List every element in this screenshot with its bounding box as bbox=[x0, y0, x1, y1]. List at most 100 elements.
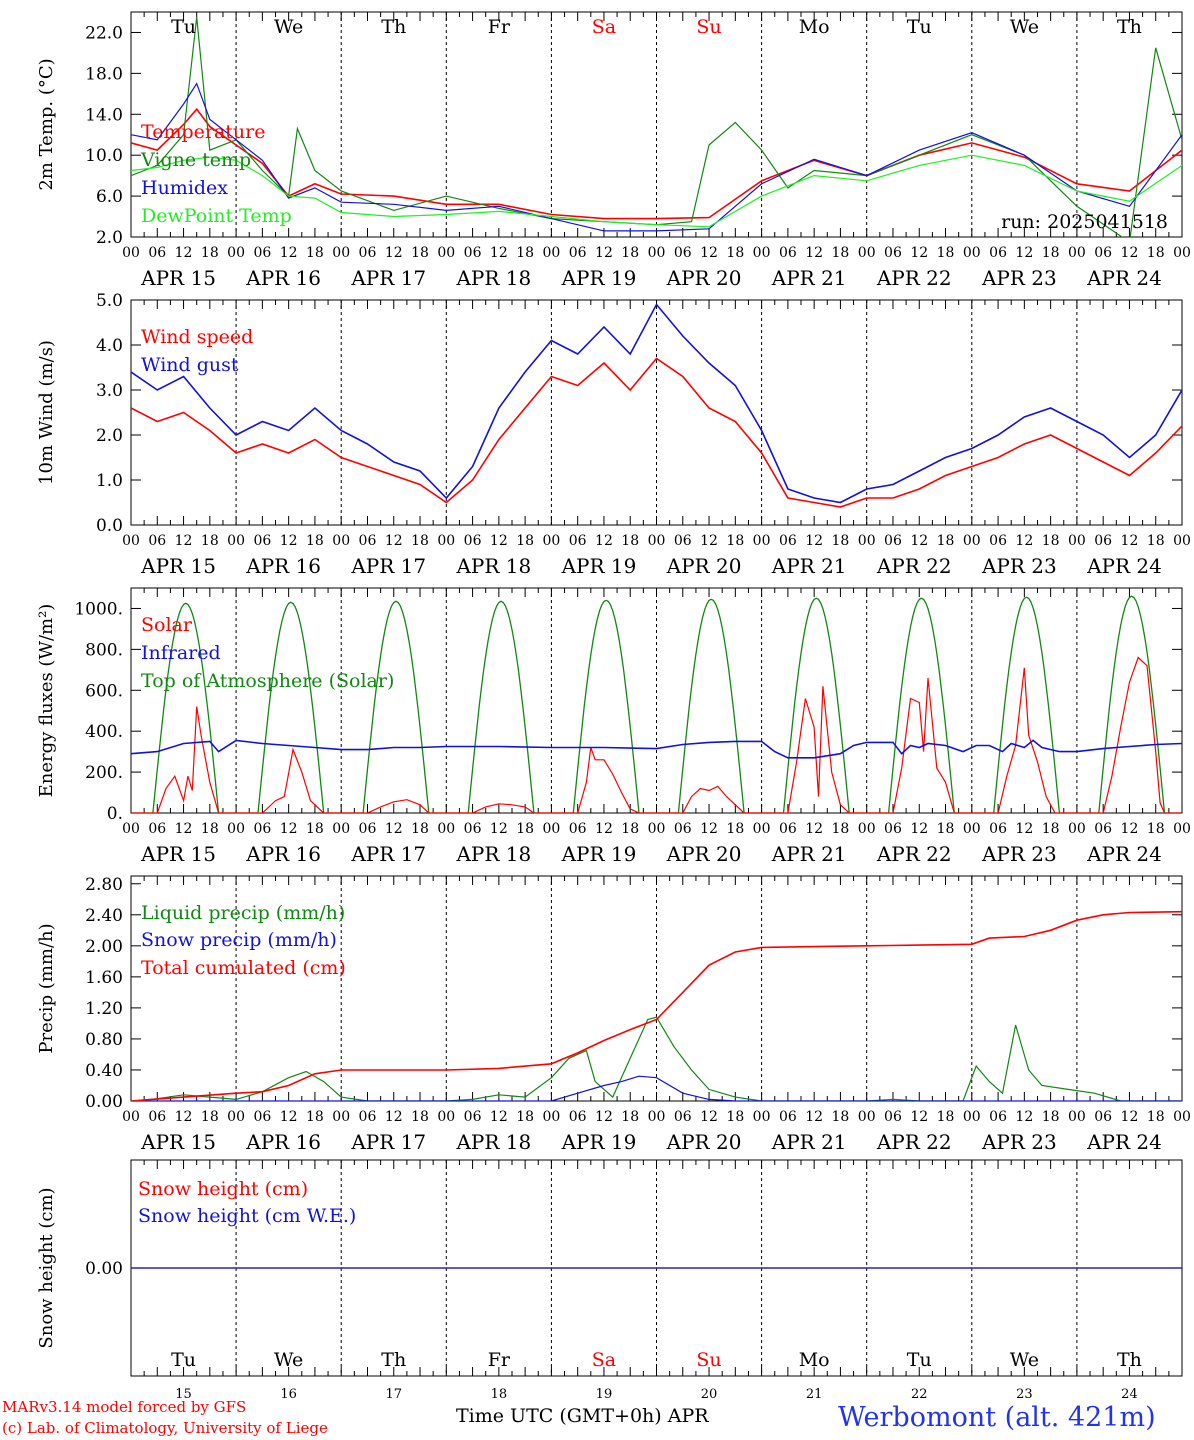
hour-tick-label: 00 bbox=[227, 821, 245, 837]
hour-tick-label: 00 bbox=[963, 245, 981, 261]
hour-tick-label: 00 bbox=[122, 533, 140, 549]
weekday-label: We bbox=[1010, 1349, 1039, 1371]
weekday-label: Th bbox=[381, 1349, 406, 1371]
y-tick-label: 14.0 bbox=[85, 105, 123, 125]
date-label: APR 24 bbox=[1086, 842, 1162, 866]
hour-tick-label: 12 bbox=[175, 533, 193, 549]
hour-tick-label: 06 bbox=[1094, 245, 1112, 261]
series-wind-speed bbox=[131, 357, 1182, 508]
series-vigne-temp bbox=[131, 17, 1182, 237]
hour-tick-label: 18 bbox=[832, 1109, 850, 1125]
hour-tick-label: 18 bbox=[306, 245, 324, 261]
hour-tick-label: 00 bbox=[1173, 821, 1191, 837]
hour-tick-label: 12 bbox=[595, 821, 613, 837]
legend-entry: Snow height (cm W.E.) bbox=[138, 1205, 356, 1227]
hour-tick-label: 18 bbox=[621, 533, 639, 549]
y-axis-label: Energy fluxes (W/m²) bbox=[36, 604, 57, 798]
hour-tick-label: 00 bbox=[963, 821, 981, 837]
hour-tick-label: 12 bbox=[1015, 533, 1033, 549]
series-wind-gust bbox=[131, 303, 1182, 504]
weekday-label: Mo bbox=[799, 16, 830, 38]
hour-tick-label: 12 bbox=[910, 245, 928, 261]
hour-tick-label: 00 bbox=[858, 1109, 876, 1125]
hour-tick-label: 18 bbox=[1042, 245, 1060, 261]
hour-tick-label: 12 bbox=[700, 533, 718, 549]
day-number-label: 23 bbox=[1016, 1387, 1033, 1402]
hour-tick-label: 12 bbox=[490, 245, 508, 261]
hour-tick-label: 00 bbox=[1173, 533, 1191, 549]
hour-tick-label: 00 bbox=[332, 533, 350, 549]
panel-precip: 0.00 0.40 0.80 1.20 1.60 2.00 2.40 2.80 Precip (… bbox=[36, 875, 1191, 1154]
legend-entry: Humidex bbox=[141, 177, 228, 199]
day-number-label: 19 bbox=[596, 1387, 613, 1402]
hour-tick-label: 06 bbox=[359, 1109, 377, 1125]
legend-entry: Top of Atmosphere (Solar) bbox=[141, 670, 394, 692]
series-group bbox=[131, 17, 1182, 237]
date-label: APR 15 bbox=[140, 554, 216, 578]
hour-tick-label: 12 bbox=[805, 821, 823, 837]
date-label: APR 22 bbox=[876, 842, 952, 866]
hour-tick-label: 06 bbox=[569, 821, 587, 837]
legend-entry: Liquid precip (mm/h) bbox=[141, 902, 345, 924]
hour-tick-label: 18 bbox=[306, 1109, 324, 1125]
hour-tick-label: 18 bbox=[516, 533, 534, 549]
hour-tick-label: 12 bbox=[595, 1109, 613, 1125]
hour-tick-label: 18 bbox=[937, 245, 955, 261]
hour-tick-label: 18 bbox=[1147, 533, 1165, 549]
hour-tick-label: 06 bbox=[569, 1109, 587, 1125]
hour-tick-label: 00 bbox=[122, 1109, 140, 1125]
hour-tick-label: 06 bbox=[464, 533, 482, 549]
date-label: APR 24 bbox=[1086, 1130, 1162, 1154]
hour-tick-label: 06 bbox=[569, 245, 587, 261]
y-tick-label: 10.0 bbox=[85, 146, 123, 166]
hour-tick-label: 12 bbox=[1121, 533, 1139, 549]
date-label: APR 15 bbox=[140, 842, 216, 866]
panel-frame bbox=[130, 11, 1183, 238]
date-label: APR 18 bbox=[455, 266, 531, 290]
hour-tick-label: 06 bbox=[884, 245, 902, 261]
hour-tick-label: 06 bbox=[359, 533, 377, 549]
date-label: APR 24 bbox=[1086, 266, 1162, 290]
hour-tick-label: 06 bbox=[989, 245, 1007, 261]
date-label: APR 23 bbox=[981, 554, 1057, 578]
x-axis-label: Time UTC (GMT+0h) APR bbox=[456, 1405, 709, 1427]
hour-tick-label: 00 bbox=[332, 1109, 350, 1125]
weekday-label: Fr bbox=[488, 16, 511, 38]
hour-tick-label: 00 bbox=[753, 821, 771, 837]
hour-tick-label: 18 bbox=[306, 821, 324, 837]
y-tick-label: 22.0 bbox=[85, 23, 123, 43]
y-tick-label: 1.20 bbox=[85, 999, 123, 1019]
hour-tick-label: 06 bbox=[148, 1109, 166, 1125]
hour-tick-label: 12 bbox=[280, 245, 298, 261]
hour-tick-label: 00 bbox=[542, 533, 560, 549]
y-tick-label: 2.0 bbox=[96, 426, 123, 446]
hour-tick-label: 12 bbox=[700, 245, 718, 261]
date-label: APR 17 bbox=[350, 266, 426, 290]
hour-tick-label: 06 bbox=[253, 821, 271, 837]
hour-tick-label: 12 bbox=[1015, 245, 1033, 261]
hour-tick-label: 06 bbox=[1094, 821, 1112, 837]
y-tick-label: 2.80 bbox=[85, 875, 123, 895]
weekday-label: Tu bbox=[171, 1349, 196, 1371]
legend-entry: Wind speed bbox=[141, 326, 253, 348]
date-label: APR 19 bbox=[561, 266, 637, 290]
hour-tick-label: 12 bbox=[1121, 821, 1139, 837]
date-label: APR 21 bbox=[771, 1130, 847, 1154]
hour-tick-label: 00 bbox=[1068, 533, 1086, 549]
hour-tick-label: 00 bbox=[1068, 821, 1086, 837]
weekday-label: We bbox=[274, 16, 303, 38]
hour-tick-label: 18 bbox=[937, 1109, 955, 1125]
y-tick-label: 0.40 bbox=[85, 1061, 123, 1081]
series-group bbox=[131, 303, 1182, 508]
panel-wind: 0.0 1.0 2.0 3.0 4.0 5.0 10m Wind (m/s) Wind spe… bbox=[36, 291, 1191, 578]
hour-tick-label: 00 bbox=[1068, 1109, 1086, 1125]
y-tick-label: 4.0 bbox=[96, 336, 123, 356]
hour-tick-label: 12 bbox=[910, 1109, 928, 1125]
y-tick-label: 1.60 bbox=[85, 968, 123, 988]
panel-frame bbox=[130, 299, 1183, 526]
hour-tick-label: 18 bbox=[516, 1109, 534, 1125]
hour-tick-label: 00 bbox=[122, 245, 140, 261]
hour-tick-label: 00 bbox=[963, 1109, 981, 1125]
hour-tick-label: 06 bbox=[674, 821, 692, 837]
hour-tick-label: 12 bbox=[1121, 245, 1139, 261]
